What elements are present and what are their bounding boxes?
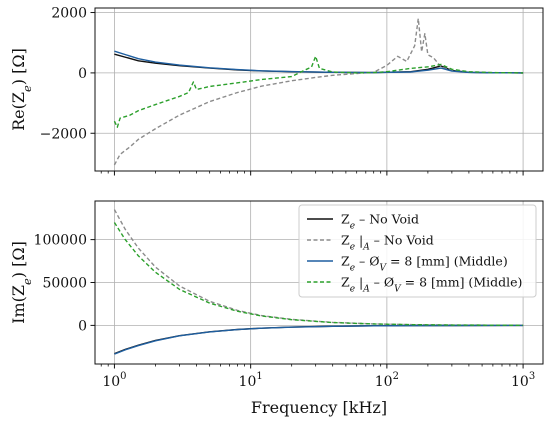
series-group (113, 209, 524, 355)
y-tick-label: 2000 (51, 6, 87, 22)
series-line-3 (114, 324, 524, 355)
series-line-2 (113, 17, 524, 166)
x-tick-label: 102 (375, 371, 399, 390)
x-tick-label: 103 (511, 371, 535, 390)
series-line-2 (113, 209, 524, 326)
legend-label-2: Ze |A – No Void (341, 233, 434, 253)
series-line-4 (113, 55, 524, 128)
legend-label-3: Ze – ØV = 8 [mm] (Middle) (341, 254, 508, 274)
panel-top: −2000 0 2000 Re(Ze) [Ω] (9, 6, 544, 176)
series-line-1 (114, 324, 524, 355)
axes-frame (94, 7, 544, 172)
x-tick-label: 101 (239, 371, 263, 390)
panel-bottom: 0 50000 100000 100 101 102 103 Im(Ze) [Ω] Freque… (9, 200, 544, 417)
legend-label-1: Ze – No Void (341, 212, 419, 232)
y-tick-label: 0 (78, 318, 87, 334)
y-tick-label: 50000 (42, 276, 87, 292)
series-line-3 (114, 50, 524, 74)
grid (95, 8, 543, 171)
y-tick-label: 100000 (34, 233, 87, 249)
x-tick-label: 100 (102, 371, 126, 390)
legend-label-4: Ze |A – ØV = 8 [mm] (Middle) (341, 275, 522, 295)
y-axis-label: Re(Ze) [Ω] (9, 48, 34, 131)
y-tick-label: 0 (78, 66, 87, 82)
y-axis-label: Im(Ze) [Ω] (9, 241, 34, 324)
legend-box (298, 204, 537, 298)
series-group (113, 17, 524, 166)
x-axis-label: Frequency [kHz] (251, 398, 387, 417)
y-tick-label: −2000 (40, 126, 87, 142)
series-line-1 (114, 53, 524, 74)
